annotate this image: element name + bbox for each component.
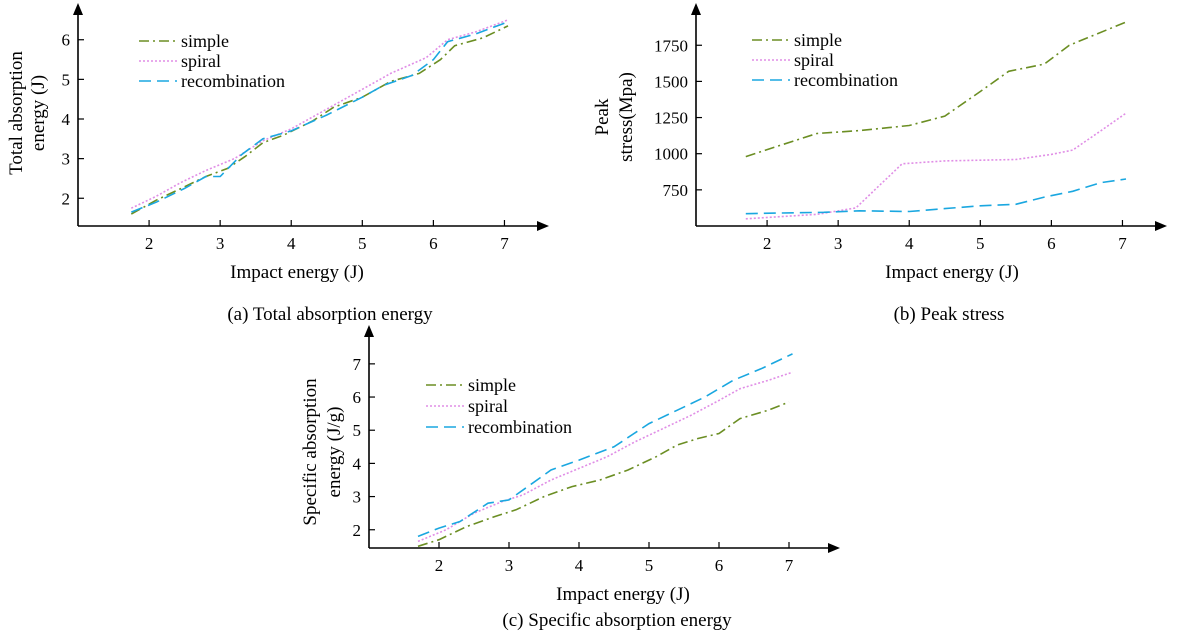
y-axis-title: Peak xyxy=(592,98,613,135)
series-line-spiral xyxy=(130,19,509,209)
legend-label-spiral: spiral xyxy=(181,51,221,71)
chart-caption: (c) Specific absorption energy xyxy=(502,610,732,631)
series-line-recombination xyxy=(745,178,1127,215)
y-tick-label: 1750 xyxy=(654,36,688,55)
y-axis-title: Specific absorption xyxy=(300,378,321,526)
chart-b: 2 3 4 5 6 7 750 1000 1250 1500 1750 Impact energy (… xyxy=(592,3,1167,325)
x-tick-label: 5 xyxy=(976,234,985,253)
series-line-simple xyxy=(417,401,790,548)
chart-c: 2 3 4 5 6 7 2 3 4 5 6 7 Impact energy (J) Specific ab… xyxy=(300,325,840,631)
x-tick-label: 3 xyxy=(216,234,225,253)
y-tick-label: 5 xyxy=(353,421,362,440)
x-tick-label: 4 xyxy=(287,234,296,253)
y-tick-label: 2 xyxy=(353,521,362,540)
y-tick-label: 5 xyxy=(62,70,71,89)
x-axis-title: Impact energy (J) xyxy=(556,584,690,605)
legend-label-simple: simple xyxy=(468,375,516,395)
x-tick-label: 6 xyxy=(1047,234,1056,253)
legend-label-spiral: spiral xyxy=(794,50,834,70)
series-line-spiral xyxy=(417,371,793,543)
chart-a: 2 3 4 5 6 7 2 3 4 5 6 Impact energy (J) Total absorp… xyxy=(6,3,549,325)
x-tick-label: 4 xyxy=(575,556,584,575)
x-tick-label: 7 xyxy=(1118,234,1127,253)
x-tick-label: 7 xyxy=(785,556,794,575)
y-axis-arrow xyxy=(691,3,701,15)
x-axis-arrow xyxy=(537,221,549,231)
legend-label-spiral: spiral xyxy=(468,396,508,416)
y-axis-title: stress(Mpa) xyxy=(616,72,637,162)
series-line-recombination xyxy=(417,353,793,538)
y-tick-label: 7 xyxy=(353,355,362,374)
y-tick-label: 4 xyxy=(353,454,362,473)
y-tick-label: 1250 xyxy=(654,109,688,128)
legend-label-simple: simple xyxy=(794,30,842,50)
x-tick-label: 2 xyxy=(435,556,444,575)
legend-label-simple: simple xyxy=(181,31,229,51)
x-axis-arrow xyxy=(828,543,840,553)
legend-label-recombination: recombination xyxy=(468,417,572,437)
y-tick-label: 6 xyxy=(353,388,362,407)
x-tick-label: 7 xyxy=(500,234,509,253)
y-tick-label: 1500 xyxy=(654,72,688,91)
y-tick-label: 1000 xyxy=(654,145,688,164)
y-axis-title: energy (J) xyxy=(28,75,49,151)
chart-caption: (a) Total absorption energy xyxy=(227,304,433,325)
legend-label-recombination: recombination xyxy=(794,70,898,90)
x-tick-label: 5 xyxy=(358,234,367,253)
y-axis-arrow xyxy=(364,325,374,337)
y-tick-label: 3 xyxy=(62,150,71,169)
y-axis-title: Total absorption xyxy=(6,51,27,175)
y-tick-label: 4 xyxy=(62,110,71,129)
series-line-recombination xyxy=(131,21,509,213)
y-tick-label: 6 xyxy=(62,31,71,50)
y-tick-label: 2 xyxy=(62,189,71,208)
series-line-spiral xyxy=(745,112,1127,220)
x-tick-label: 3 xyxy=(505,556,514,575)
x-tick-label: 2 xyxy=(763,234,772,253)
y-axis-arrow xyxy=(73,3,83,15)
x-axis-title: Impact energy (J) xyxy=(230,262,364,283)
series-line-simple xyxy=(745,21,1127,158)
x-tick-label: 4 xyxy=(905,234,914,253)
y-tick-label: 750 xyxy=(663,181,689,200)
x-tick-label: 5 xyxy=(645,556,654,575)
x-tick-label: 6 xyxy=(715,556,724,575)
x-axis-arrow xyxy=(1155,221,1167,231)
chart-caption: (b) Peak stress xyxy=(894,304,1005,325)
y-axis-title: energy (J/g) xyxy=(324,407,345,498)
legend-label-recombination: recombination xyxy=(181,71,285,91)
x-tick-label: 6 xyxy=(429,234,438,253)
x-tick-label: 2 xyxy=(145,234,154,253)
x-tick-label: 3 xyxy=(834,234,843,253)
y-tick-label: 3 xyxy=(353,488,362,507)
x-axis-title: Impact energy (J) xyxy=(885,262,1019,283)
